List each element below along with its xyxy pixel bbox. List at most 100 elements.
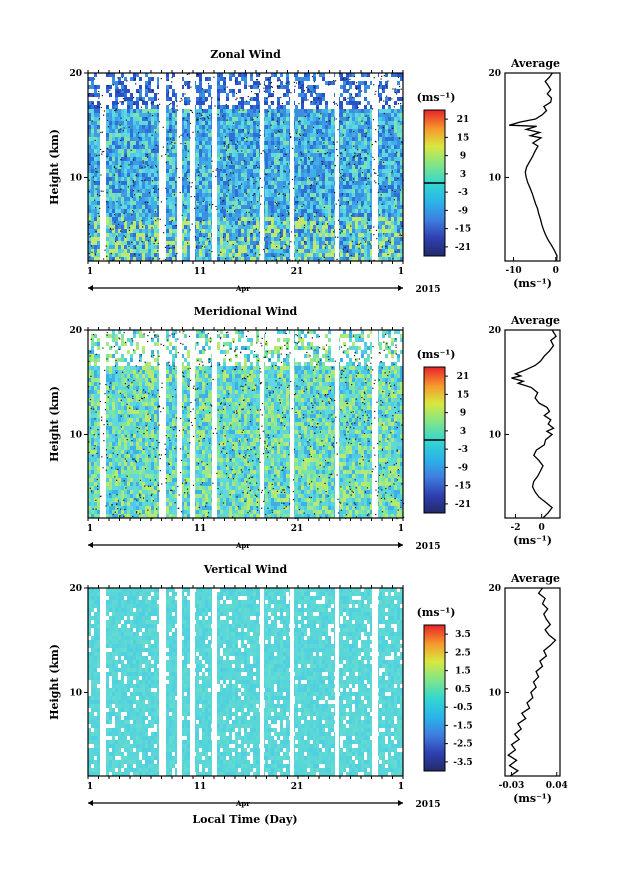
heatmap-cell (208, 185, 211, 189)
heatmap-cell (268, 233, 271, 237)
heatmap-cell (250, 77, 253, 81)
heatmap-cell (244, 249, 247, 253)
heatmap-cell (364, 225, 367, 229)
contour-dot (374, 172, 376, 174)
heatmap-cell (223, 213, 226, 217)
contour-dot (365, 177, 367, 179)
heatmap-cell (313, 249, 316, 253)
contour-dot (123, 212, 125, 214)
heatmap-cell (250, 245, 253, 249)
heatmap-cell (235, 177, 238, 181)
heatmap-cell (181, 241, 184, 245)
heatmap-cell (355, 141, 358, 145)
heatmap-cell (187, 253, 190, 257)
heatmap-cell (88, 133, 91, 137)
heatmap-cell (235, 105, 238, 109)
heatmap-cell (109, 173, 112, 177)
heatmap-cell (250, 193, 253, 197)
heatmap-cell (298, 209, 301, 213)
heatmap-cell (247, 209, 250, 213)
heatmap-cell (388, 117, 391, 121)
heatmap-cell (142, 149, 145, 153)
contour-dot (222, 200, 224, 202)
contour-dot (346, 78, 348, 80)
heatmap-cell (277, 209, 280, 213)
contour-dot (95, 188, 97, 190)
heatmap-cell (286, 165, 289, 169)
heatmap-cell (280, 181, 283, 185)
heatmap-cell (256, 193, 259, 197)
heatmap-cell (358, 129, 361, 133)
heatmap-cell (184, 181, 187, 185)
heatmap-cell (388, 149, 391, 153)
heatmap-cell (244, 253, 247, 257)
heatmap-cell (154, 257, 157, 261)
contour-dot (189, 122, 192, 125)
heatmap-cell (364, 237, 367, 241)
heatmap-cell (286, 153, 289, 157)
heatmap-cell (298, 141, 301, 145)
heatmap-cell (136, 153, 139, 157)
heatmap-cell (271, 181, 274, 185)
heatmap-cell (112, 101, 115, 105)
heatmap-cell (286, 141, 289, 145)
heatmap-cell (391, 165, 394, 169)
heatmap-cell (139, 245, 142, 249)
heatmap-cell (244, 233, 247, 237)
heatmap-cell (277, 225, 280, 229)
heatmap-cell (355, 177, 358, 181)
heatmap-cell (106, 229, 109, 233)
heatmap-cell (106, 209, 109, 213)
contour-dot (106, 200, 108, 203)
heatmap-cell (283, 85, 286, 89)
heatmap-cell (400, 125, 403, 129)
heatmap-cell (112, 157, 115, 161)
heatmap-cell (313, 241, 316, 245)
heatmap-cell (88, 93, 91, 97)
heatmap-cell (295, 201, 298, 205)
heatmap-cell (244, 101, 247, 105)
heatmap-cell (130, 77, 133, 81)
heatmap-cell (127, 197, 130, 201)
heatmap-cell (121, 245, 124, 249)
heatmap-cell (280, 197, 283, 201)
heatmap-cell (202, 145, 205, 149)
heatmap-cell (280, 81, 283, 85)
heatmap-cell (208, 141, 211, 145)
heatmap-cell (313, 189, 316, 193)
heatmap-cell (187, 185, 190, 189)
contour-dot (307, 219, 309, 221)
contour-dot (96, 171, 98, 173)
heatmap-cell (148, 217, 151, 221)
contour-dot (339, 152, 341, 154)
contour-dot (189, 229, 191, 231)
heatmap-cell (250, 85, 253, 89)
heatmap-cell (97, 217, 100, 221)
heatmap-cell (106, 145, 109, 149)
heatmap-cell (166, 133, 169, 137)
heatmap-cell (400, 193, 403, 197)
heatmap-cell (112, 217, 115, 221)
heatmap-cell (358, 189, 361, 193)
heatmap-cell (106, 201, 109, 205)
heatmap-cell (313, 253, 316, 257)
heatmap-cell (310, 85, 313, 89)
contour-dot (354, 163, 356, 165)
heatmap-cell (139, 157, 142, 161)
heatmap-cell (127, 201, 130, 205)
heatmap-cell (136, 241, 139, 245)
contour-dot (323, 206, 325, 208)
heatmap-cell (232, 193, 235, 197)
heatmap-cell (307, 253, 310, 257)
heatmap-cell (283, 153, 286, 157)
heatmap-cell (232, 145, 235, 149)
heatmap-cell (223, 173, 226, 177)
heatmap-cell (250, 113, 253, 117)
heatmap-cell (367, 137, 370, 141)
contour-dot (217, 114, 219, 116)
contour-dot (194, 236, 196, 238)
heatmap-cell (127, 169, 130, 173)
heatmap-cell (217, 137, 220, 141)
heatmap-cell (394, 201, 397, 205)
heatmap-cell (316, 125, 319, 129)
